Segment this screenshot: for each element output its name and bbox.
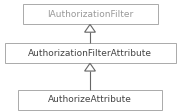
Polygon shape — [85, 63, 95, 71]
FancyBboxPatch shape — [22, 4, 158, 24]
Polygon shape — [85, 24, 95, 32]
Text: AuthorizationFilterAttribute: AuthorizationFilterAttribute — [28, 49, 152, 58]
Text: AuthorizeAttribute: AuthorizeAttribute — [48, 95, 132, 104]
FancyBboxPatch shape — [4, 43, 176, 63]
Text: IAuthorizationFilter: IAuthorizationFilter — [47, 10, 133, 19]
FancyBboxPatch shape — [18, 90, 162, 110]
